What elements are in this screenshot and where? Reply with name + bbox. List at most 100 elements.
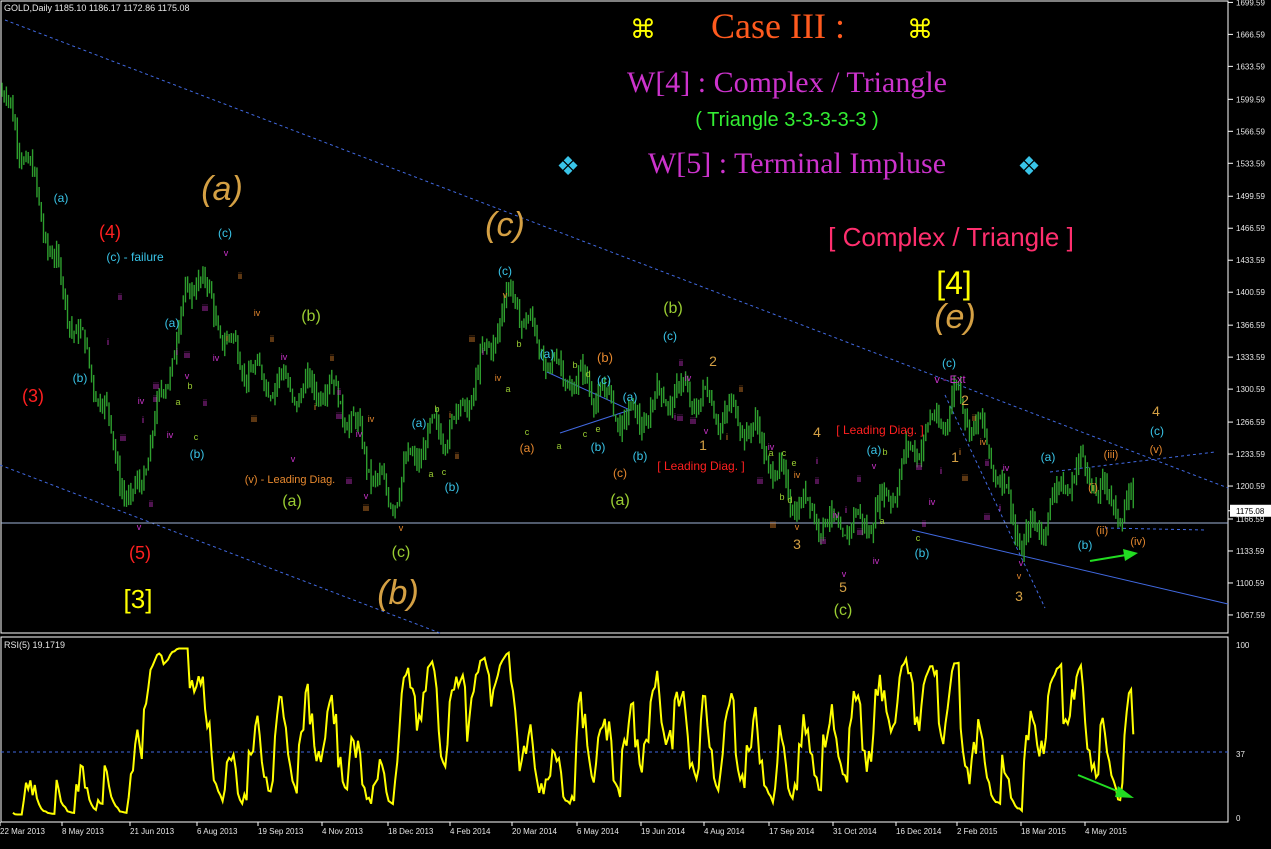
rsi-series-line bbox=[12, 647, 1135, 816]
subwave-label: ii bbox=[149, 499, 153, 509]
subwave-label: a bbox=[428, 469, 433, 479]
wave-label: (a) bbox=[867, 443, 882, 457]
subwave-label: v bbox=[1019, 558, 1024, 568]
wave-label: (c) bbox=[613, 466, 627, 480]
wave-label: (b) bbox=[663, 300, 683, 317]
wave-label: (c) bbox=[1150, 424, 1164, 438]
subwave-label: v bbox=[137, 522, 142, 532]
subwave-label: iii bbox=[153, 381, 159, 391]
price-tick-label: 1266.59 bbox=[1236, 418, 1265, 427]
price-tick-label: 1433.59 bbox=[1236, 256, 1265, 265]
wave-label: (3) bbox=[22, 386, 44, 406]
wave-label: 3 bbox=[793, 536, 801, 552]
subwave-label: e bbox=[791, 458, 796, 468]
date-tick-label: 4 Feb 2014 bbox=[450, 827, 491, 836]
subwave-label: v bbox=[291, 454, 296, 464]
price-tick-label: 1633.59 bbox=[1236, 62, 1265, 71]
wave-label: 5 bbox=[839, 579, 847, 595]
wave-label: (a) bbox=[54, 191, 69, 205]
subwave-label: ii bbox=[679, 358, 683, 368]
subwave-label: i bbox=[816, 456, 818, 466]
wave-label: (c) bbox=[942, 356, 956, 370]
subwave-label: i bbox=[449, 410, 451, 420]
rsi-panel-frame bbox=[0, 636, 1229, 823]
case-title: Case III : bbox=[711, 6, 845, 46]
wave-label: 4 bbox=[1152, 403, 1160, 419]
subwave-label: i bbox=[226, 333, 228, 343]
subwave-label: i bbox=[999, 503, 1001, 513]
rsi-tick-label: 37 bbox=[1236, 750, 1245, 759]
price-tick-label: 1666.59 bbox=[1236, 30, 1265, 39]
subwave-label: c bbox=[916, 533, 921, 543]
terminal-upper-line bbox=[1049, 451, 1216, 473]
date-tick-label: 21 Jun 2013 bbox=[130, 827, 175, 836]
subwave-label: ii bbox=[985, 458, 989, 468]
rsi-line bbox=[12, 647, 1135, 816]
wave-label: [3] bbox=[124, 584, 153, 614]
wave-label: 1 bbox=[699, 437, 707, 453]
wave-label: (5) bbox=[129, 543, 151, 563]
wave-label: (a) bbox=[540, 347, 555, 361]
subwave-label: v bbox=[364, 491, 369, 501]
wave-label: (a) bbox=[165, 316, 180, 330]
subwave-label: a bbox=[505, 384, 510, 394]
wave-label: [ Leading Diag. ] bbox=[657, 459, 744, 473]
subwave-label: b bbox=[187, 381, 192, 391]
price-tick-label: 1533.59 bbox=[1236, 159, 1265, 168]
subwave-label: c bbox=[782, 448, 787, 458]
subwave-label: iv bbox=[167, 430, 174, 440]
price-tick-label: 1699.59 bbox=[1236, 0, 1265, 7]
subwave-label: iii bbox=[984, 512, 990, 522]
wave-label: (a) bbox=[1041, 450, 1056, 464]
subwave-label: ii bbox=[153, 394, 157, 404]
leading-diag-line bbox=[944, 394, 1046, 609]
wave-label: (a) bbox=[623, 390, 638, 404]
wave-label: (4) bbox=[99, 222, 121, 242]
rsi-arrow bbox=[1077, 774, 1134, 798]
wave-annotations: (3) (4) (5) [3] (a) (c) (b) (e) (a) (c) - failure… bbox=[22, 170, 1164, 619]
subwave-label: c bbox=[442, 467, 447, 477]
w5-glyph-right: ❖ bbox=[1017, 151, 1040, 181]
wave-label: (a) bbox=[201, 170, 243, 208]
subwave-label: b bbox=[516, 339, 521, 349]
wave-label: (b) bbox=[591, 440, 606, 454]
subwave-label: iv bbox=[495, 373, 502, 383]
subwave-label: iv bbox=[368, 414, 375, 424]
wave-label: (ii) bbox=[1096, 525, 1108, 537]
subwave-label: d bbox=[787, 495, 792, 505]
subwave-label: c bbox=[194, 432, 199, 442]
wave-label: (b) bbox=[1078, 538, 1093, 552]
subwave-label: iii bbox=[120, 433, 126, 443]
date-tick-label: 20 Mar 2014 bbox=[512, 827, 557, 836]
subwave-label: i bbox=[845, 505, 847, 515]
wave-label: 3 bbox=[1015, 588, 1023, 604]
subwave-label: ii bbox=[922, 519, 926, 529]
subwave-label: ii bbox=[455, 451, 459, 461]
subwave-label: iii bbox=[363, 503, 369, 513]
terminal-lower-line bbox=[911, 529, 1229, 605]
subwave-label: iv bbox=[281, 352, 288, 362]
price-axis: 1699.59 1666.59 1633.59 1599.59 1566.59 1533.… bbox=[1228, 0, 1271, 620]
wave-label: (c) bbox=[218, 226, 232, 240]
wave-label: 4 bbox=[813, 424, 821, 440]
subwave-label: iii bbox=[469, 334, 475, 344]
wave-label: (iv) bbox=[1130, 536, 1145, 548]
subwave-label: ii bbox=[815, 476, 819, 486]
date-tick-label: 6 May 2014 bbox=[577, 827, 619, 836]
subwave-label: ii bbox=[330, 353, 334, 363]
subwave-label: iii bbox=[820, 536, 826, 546]
price-tick-label: 1166.59 bbox=[1236, 515, 1265, 524]
subwave-label: i bbox=[107, 337, 109, 347]
subwave-label: iv bbox=[213, 353, 220, 363]
wave-label: 2 bbox=[961, 392, 969, 408]
subwave-label: iii bbox=[677, 413, 683, 423]
subwave-label: b bbox=[434, 404, 439, 414]
subwave-label: ii bbox=[972, 413, 976, 423]
subwave-label: v bbox=[185, 371, 190, 381]
case-glyph-right: ⌘ bbox=[907, 14, 933, 44]
subwave-label: iv bbox=[1003, 463, 1010, 473]
rsi-axis: 100 37 0 bbox=[1236, 641, 1250, 823]
subwave-label: v bbox=[1017, 571, 1022, 581]
date-tick-label: 16 Dec 2014 bbox=[896, 827, 942, 836]
wave-label: [ Leading Diag. ] bbox=[836, 423, 923, 437]
